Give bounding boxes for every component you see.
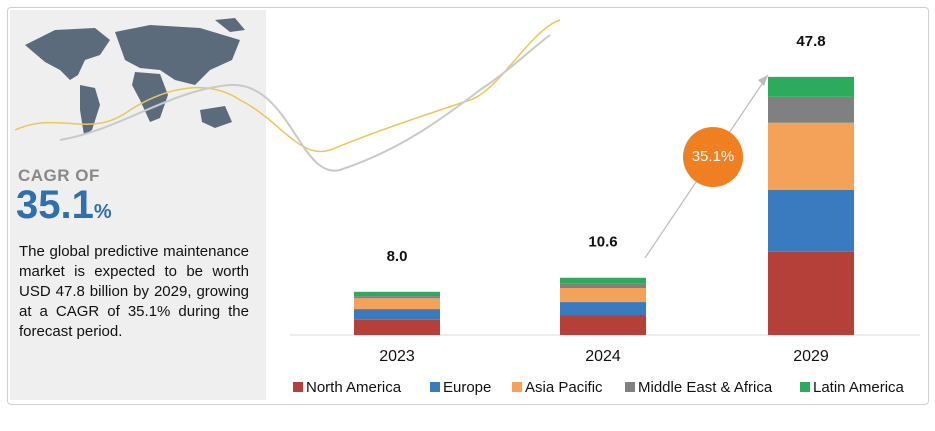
legend-swatch (625, 382, 635, 392)
decor-curve (14, 19, 561, 153)
bar-segment (768, 76, 854, 97)
bar-segment (354, 298, 440, 310)
bar-segment (354, 291, 440, 297)
legend-swatch (293, 382, 303, 392)
bar-segment (354, 309, 440, 320)
legend-label: Middle East & Africa (638, 379, 773, 396)
cagr-number: 35.1 (16, 183, 94, 227)
bar-segment (560, 288, 646, 303)
bar-segment (768, 122, 854, 190)
legend-label: Asia Pacific (525, 379, 603, 396)
legend-swatch (512, 382, 522, 392)
frame (7, 7, 929, 405)
legend-swatch (800, 382, 810, 392)
bar-segment (768, 189, 854, 252)
cagr-value: 35.1% (16, 183, 112, 228)
cagr-badge-label: 35.1% (692, 148, 735, 165)
legend-label: Europe (443, 379, 491, 396)
decor-curve (59, 34, 551, 172)
cagr-badge (683, 127, 743, 187)
arrow-head (758, 75, 768, 86)
total-label: 10.6 (588, 234, 617, 251)
description: The global predictive maintenance market… (19, 243, 249, 340)
cagr-label: CAGR OF (18, 166, 100, 185)
x-tick-label: 2023 (379, 348, 415, 365)
total-label: 47.8 (796, 33, 825, 50)
bar-segment (768, 251, 854, 335)
bar-segment (560, 283, 646, 289)
bar-segment (354, 319, 440, 335)
cagr-unit: % (93, 201, 112, 223)
legend-label: Latin America (813, 379, 905, 396)
total-label: 8.0 (387, 248, 408, 265)
bar-segment (560, 302, 646, 316)
bar-segment (768, 96, 854, 123)
x-tick-label: 2029 (793, 348, 829, 365)
legend-label: North America (306, 379, 402, 396)
bar-segment (560, 277, 646, 284)
x-tick-label: 2024 (585, 348, 621, 365)
bar-segment (560, 315, 646, 335)
legend-swatch (430, 382, 440, 392)
bar-segment (354, 296, 440, 299)
world-map (25, 18, 245, 135)
